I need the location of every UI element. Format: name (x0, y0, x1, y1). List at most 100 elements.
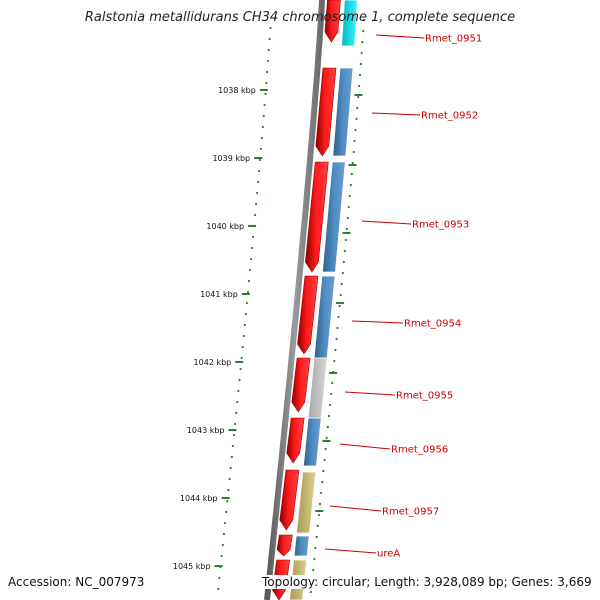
track-dot (242, 334, 245, 338)
cds-arrow (279, 469, 300, 531)
track-dot (325, 436, 328, 440)
tick-label: 1040 kbp (206, 222, 244, 231)
track-dot (337, 315, 340, 319)
track-dot (314, 546, 317, 550)
cds-arrow (324, 0, 341, 43)
feature-bar (302, 417, 322, 467)
track-dot (322, 469, 325, 473)
track-dot (357, 95, 360, 99)
track-dot (362, 29, 365, 33)
cds-track (272, 0, 341, 600)
track-dot (350, 172, 353, 176)
track-dot (250, 257, 253, 261)
track-dot (318, 502, 322, 506)
track-dot (256, 191, 259, 195)
tick-dots-track (217, 26, 272, 591)
track-dot (359, 62, 362, 66)
feature-bar (296, 471, 317, 534)
track-dot (238, 378, 241, 382)
gene-label: ureA (377, 549, 400, 560)
track-dot (252, 235, 255, 239)
map-title: Ralstonia metallidurans CH34 chromosome … (84, 10, 516, 25)
gene-label: Rmet_0953 (412, 220, 469, 231)
gene-label: Rmet_0951 (425, 34, 482, 45)
track-dot (264, 92, 267, 96)
track-dot (340, 282, 343, 286)
track-dot (315, 535, 318, 539)
track-dot (258, 158, 262, 162)
tick-label: 1041 kbp (200, 290, 238, 299)
track-dot (344, 238, 347, 242)
track-dot (262, 114, 265, 118)
track-dot (360, 51, 363, 55)
track-dot (230, 455, 233, 459)
coordinate-ticks: 1038 kbp 1039 kbp 1040 kbp 1041 kbp 1042 kbp… (173, 86, 268, 571)
gene-leader-line (361, 220, 412, 225)
track-dot (263, 103, 266, 107)
cds-arrow (286, 417, 305, 464)
gene-leader-line (375, 34, 425, 39)
track-dot (257, 180, 260, 184)
track-dot (341, 271, 344, 275)
cds-arrow (305, 161, 329, 273)
track-dot (237, 389, 240, 393)
track-dot (331, 381, 334, 385)
track-dot (346, 216, 349, 220)
track-dot (312, 568, 315, 572)
track-dot (232, 433, 236, 437)
track-dot (239, 367, 242, 371)
topology-text: Topology: circular; Length: 3,928,089 bp… (262, 575, 592, 589)
gene-label: Rmet_0957 (382, 507, 439, 518)
tick-label: 1043 kbp (187, 426, 225, 435)
track-dot (356, 106, 359, 110)
track-dot (351, 161, 354, 165)
track-dot (222, 532, 225, 536)
track-dot (330, 392, 333, 396)
tick-label: 1038 kbp (218, 86, 256, 95)
gene-label: Rmet_0955 (396, 391, 453, 402)
track-dot (321, 480, 324, 484)
backbone-line (264, 0, 325, 600)
feature-bar (321, 161, 346, 273)
track-dot (358, 73, 362, 77)
cds-arrow (291, 357, 311, 413)
track-dot (267, 48, 270, 52)
track-dot (349, 183, 352, 187)
track-dot (241, 345, 244, 349)
track-dot (320, 491, 323, 495)
track-dot (335, 337, 338, 341)
track-dot (227, 488, 230, 492)
track-dot (327, 414, 330, 418)
track-dot (217, 587, 220, 591)
cds-arrow (276, 534, 293, 557)
feature-bar (332, 67, 354, 157)
track-dot (269, 26, 272, 30)
track-dot (254, 213, 257, 217)
gene-leader-line (344, 391, 396, 396)
track-dot (328, 403, 332, 407)
track-dot (218, 576, 221, 580)
feature-bar (341, 0, 358, 47)
feature-bar (313, 275, 336, 359)
feature-bar (293, 535, 310, 557)
gene-label: Rmet_0954 (404, 319, 461, 330)
track-dot (265, 81, 268, 85)
track-dot (243, 323, 246, 327)
track-dot (247, 279, 251, 283)
track-dot (234, 422, 237, 426)
track-dot (255, 202, 258, 206)
track-dot (259, 147, 262, 151)
track-dot (334, 348, 337, 352)
track-dot (358, 84, 361, 88)
track-dot (235, 411, 238, 415)
track-dot (236, 400, 239, 404)
track-dot (266, 70, 269, 74)
track-dot (221, 543, 224, 547)
track-dot (362, 18, 365, 22)
track-dot (244, 312, 247, 316)
gene-leader-line (324, 548, 377, 554)
track-dot (347, 205, 350, 209)
feature-bar (307, 357, 328, 419)
track-dot (226, 499, 229, 503)
